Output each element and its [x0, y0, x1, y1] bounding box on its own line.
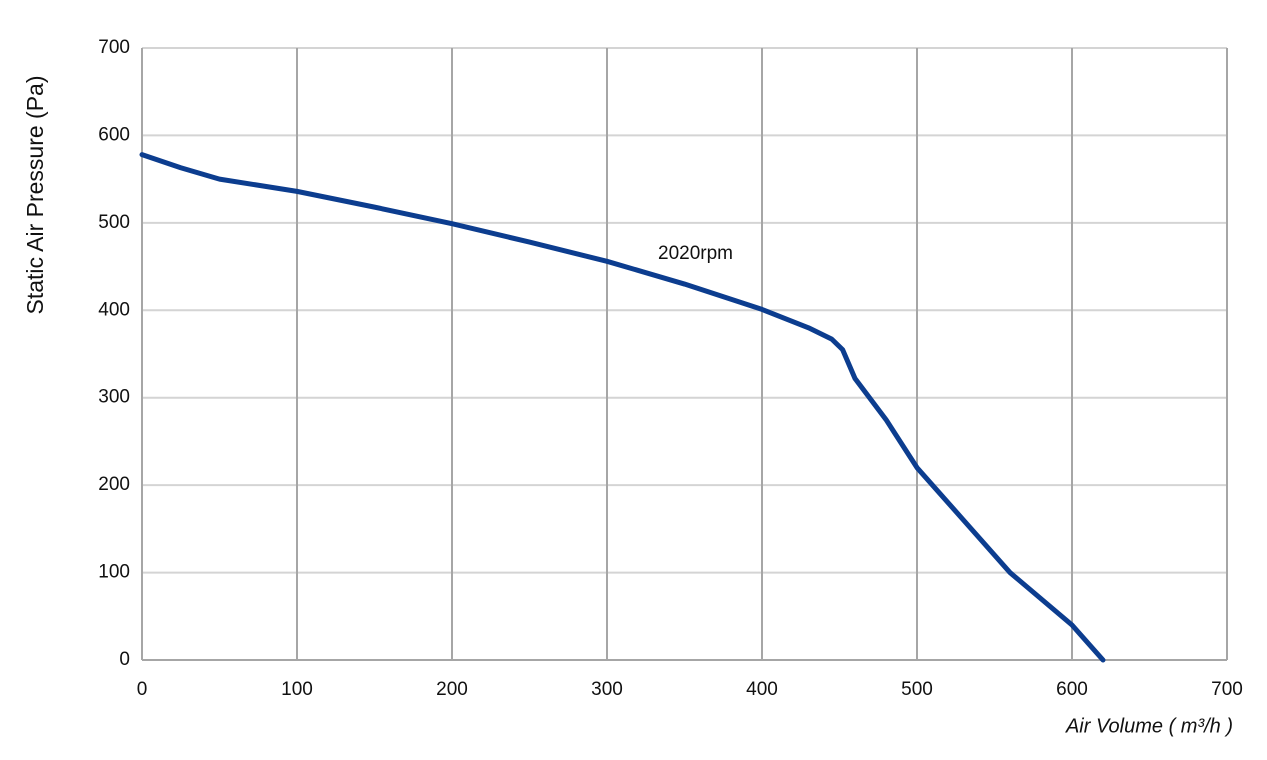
y-tick-label: 0	[119, 649, 130, 670]
x-tick-label: 300	[591, 679, 623, 700]
y-tick-label: 500	[98, 212, 130, 233]
y-tick-label: 400	[98, 299, 130, 320]
x-tick-label: 100	[281, 679, 313, 700]
x-tick-label: 600	[1056, 679, 1088, 700]
y-tick-label: 100	[98, 562, 130, 583]
y-tick-label: 300	[98, 387, 130, 408]
y-tick-label: 600	[98, 124, 130, 145]
annotation: 2020rpm	[658, 243, 733, 264]
x-tick-label: 500	[901, 679, 933, 700]
y-tick-label: 200	[98, 474, 130, 495]
x-tick-label: 400	[746, 679, 778, 700]
x-tick-label: 700	[1211, 679, 1243, 700]
y-tick-label: 700	[98, 37, 130, 58]
x-tick-label: 200	[436, 679, 468, 700]
data-line	[139, 152, 1106, 663]
y-axis-label: Static Air Pressure (Pa)	[22, 75, 48, 314]
x-axis-label: Air Volume ( m³/h )	[1065, 715, 1233, 737]
x-tick-label: 0	[137, 679, 148, 700]
